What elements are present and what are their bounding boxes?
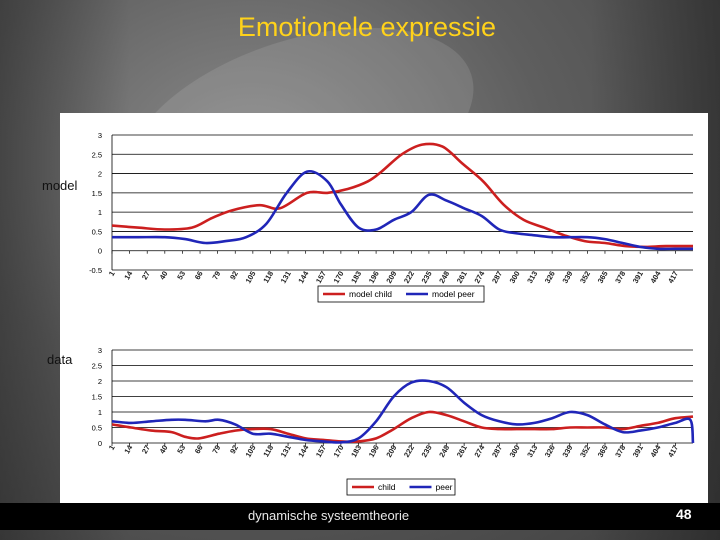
chart-2-xtick-label: 144	[296, 443, 310, 459]
chart-2-xtick-label: 14	[122, 443, 134, 455]
chart-1-ytick-label: 1.5	[92, 189, 102, 198]
chart-2-xtick-label: 222	[402, 444, 416, 459]
chart-2-xtick-label: 1	[107, 444, 117, 452]
chart-2-legend-box	[346, 478, 456, 496]
chart-2-series-child	[111, 410, 694, 444]
chart-1-series-model-child	[111, 142, 694, 249]
chart-1-xtick-label: 313	[525, 270, 539, 285]
chart-2-xtick-label: 352	[578, 444, 592, 459]
chart-1-xtick-label: 261	[455, 270, 469, 285]
chart-2-ytick-label: 2	[98, 377, 102, 386]
chart-2-ytick-label: 2.5	[92, 362, 102, 371]
chart-2-xtick-label: 378	[613, 444, 627, 459]
chart-2-xtick-label: 40	[158, 444, 170, 456]
chart-2-xtick-label: 391	[631, 444, 645, 459]
chart-2-xtick-label: 196	[367, 444, 381, 459]
chart-1-xtick-label: 274	[472, 269, 486, 285]
chart-2-xtick-label: 118	[261, 444, 275, 459]
chart-1-xtick-label: 417	[666, 270, 680, 285]
chart-2-xtick-label: 183	[349, 444, 363, 459]
chart-2-xtick-label: 157	[314, 444, 328, 459]
chart-1-xtick-label: 118	[261, 270, 275, 285]
chart-2-xtick-label: 105	[244, 444, 258, 459]
chart-2-xtick-label: 79	[210, 444, 222, 456]
chart-1-xtick-label: 365	[596, 270, 610, 285]
chart-1-xtick-label: 326	[543, 270, 557, 285]
chart-1-legend-box	[317, 285, 485, 303]
chart-1-xtick-label: 157	[314, 270, 328, 285]
chart-1-ytick-label: 2	[98, 170, 102, 179]
chart-1-ytick-label: 0.5	[92, 227, 102, 236]
chart-2-xtick-label: 131	[279, 444, 293, 459]
chart-1-xtick-label: 339	[560, 270, 574, 285]
footer-bar	[0, 503, 720, 530]
chart-2-ytick-label: 3	[98, 346, 102, 355]
chart-2-xtick-label: 235	[420, 444, 434, 459]
chart-1-legend-label-model-child: model child	[349, 289, 392, 299]
chart-1-xtick-label: 40	[158, 270, 170, 282]
chart-2-legend-label-peer: peer	[435, 482, 452, 492]
chart-2-xtick-label: 287	[490, 444, 504, 459]
chart-1-xtick-label: 287	[490, 270, 504, 285]
chart-2-xtick-label: 365	[596, 444, 610, 459]
chart-1-xtick-label: 404	[648, 269, 662, 285]
chart-1-xtick-label: 27	[140, 270, 152, 282]
chart-1-ytick-label: 1	[98, 208, 102, 217]
chart-1-xtick-label: 300	[508, 270, 522, 285]
chart-2-xtick-label: 261	[455, 444, 469, 459]
charts-svg: 32.521.510.50-0.5 1 14 27 40 53 66 79 92 105 118 13…	[89, 131, 695, 496]
chart-1-xtick-label: 53	[175, 270, 187, 282]
chart-2-xtick-label: 339	[560, 444, 574, 459]
chart-2-xtick-label: 92	[228, 444, 240, 456]
chart-1-xtick-label: 183	[349, 270, 363, 285]
data-label: data	[47, 352, 73, 367]
chart-2-xtick-label: 53	[175, 444, 187, 456]
chart-2-xtick-label: 404	[648, 443, 662, 459]
chart-2-legend-label-child: child	[378, 482, 396, 492]
model-label: model	[42, 178, 78, 193]
chart-1-xtick-label: 144	[296, 269, 310, 285]
chart-2-xtick-label: 27	[140, 444, 152, 456]
chart-2-xtick-label: 170	[332, 444, 346, 459]
chart-1-xtick-label: 352	[578, 270, 592, 285]
slide-title: Emotionele expressie	[237, 12, 497, 42]
chart-1-ytick-label: -0.5	[89, 266, 102, 275]
chart-2-ytick-label: 0	[98, 439, 102, 448]
chart-1-xtick-label: 196	[367, 270, 381, 285]
chart-1-xtick-label: 209	[384, 270, 398, 285]
chart-1-ytick-label: 3	[98, 131, 102, 140]
chart-1-xtick-label: 105	[244, 270, 258, 285]
chart-1-xtick-label: 222	[402, 270, 416, 285]
chart-2-xtick-label: 417	[666, 444, 680, 459]
chart-1-xtick-label: 170	[332, 270, 346, 285]
chart-2-ytick-label: 1.5	[92, 393, 102, 402]
footer-text: dynamische systeemtheorie	[248, 508, 410, 523]
chart-1-xtick-label: 66	[193, 270, 205, 282]
chart-1-xtick-label: 14	[122, 269, 134, 281]
chart-1-series-model-peer	[112, 169, 693, 251]
chart-2-xtick-label: 326	[543, 444, 557, 459]
chart-2-series-peer	[111, 379, 695, 444]
chart-1-xtick-label: 1	[107, 270, 117, 278]
page-number: 48	[676, 506, 692, 522]
chart-1-xtick-label: 79	[210, 270, 222, 282]
chart-panel: 3 2.5 2 1.5 1 0.5 0 -0.5 1 14 27 40 53 66 79 92 105 118 13…	[60, 113, 708, 505]
chart-2-xtick-label: 274	[472, 443, 486, 459]
chart-1-xtick-label: 378	[613, 270, 627, 285]
chart-1-xtick-label: 131	[279, 270, 293, 285]
chart-2-xtick-label: 248	[437, 444, 451, 459]
chart-1-ytick-label: 2.5	[92, 150, 102, 159]
chart-2-xtick-label: 313	[525, 444, 539, 459]
chart-2-xtick-label: 300	[508, 444, 522, 459]
chart-1-ytick-label: 0	[98, 247, 102, 256]
chart-1-xtick-label: 235	[420, 270, 434, 285]
chart-1-legend-label-model-peer: model peer	[432, 289, 475, 299]
chart-2-ytick-label: 1	[98, 408, 102, 417]
chart-1-xtick-label: 92	[228, 270, 240, 282]
chart-2-xtick-label: 66	[193, 444, 205, 456]
chart-2-xtick-label: 209	[384, 444, 398, 459]
chart-2-ytick-label: 0.5	[92, 424, 102, 433]
chart-1-xtick-label: 391	[631, 270, 645, 285]
chart-1-xtick-label: 248	[437, 270, 451, 285]
